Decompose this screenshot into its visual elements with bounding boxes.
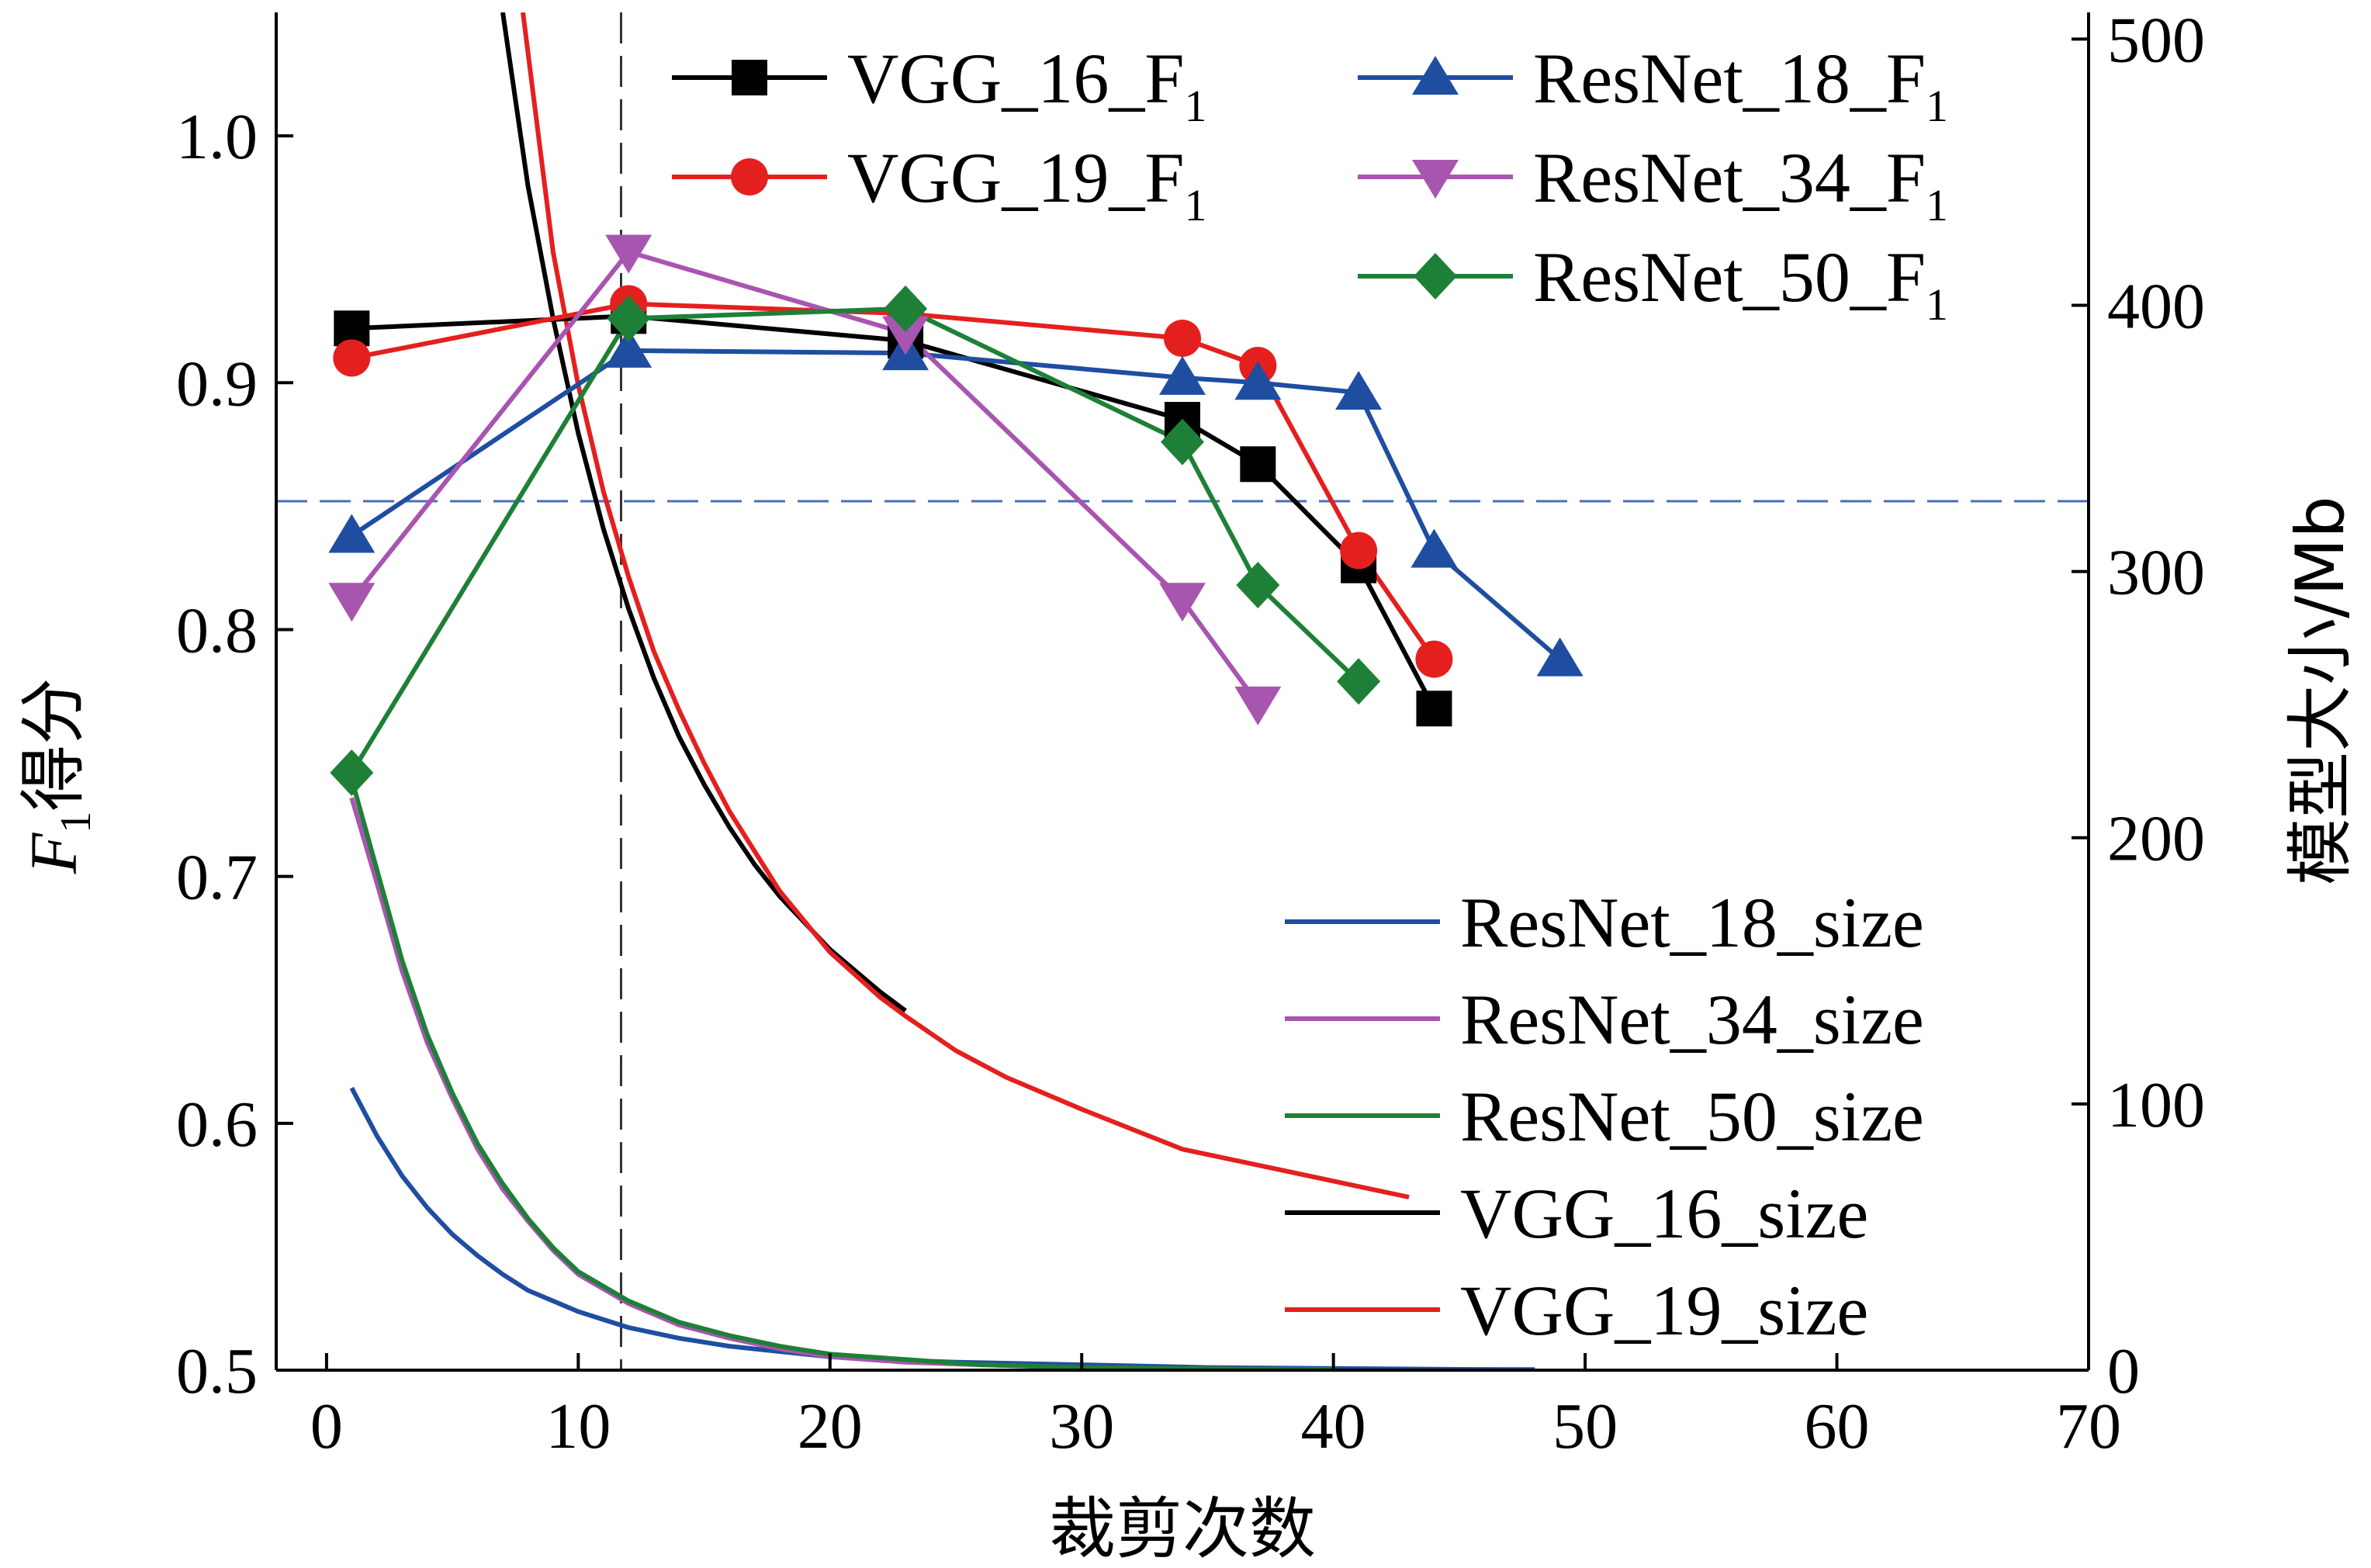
size-series-lines — [349, 12, 1535, 1370]
svg-text:F1得分: F1得分 — [15, 678, 100, 875]
x-tick-label-50: 50 — [1552, 1390, 1618, 1462]
f1-point-resnet-34-f1-0 — [328, 583, 376, 622]
f1-line-resnet-34-f1 — [349, 249, 1260, 705]
legend-label-resnet-50-size: ResNet_50_size — [1460, 1077, 1924, 1156]
f1-point-vgg-16-f1-4 — [1240, 446, 1276, 483]
f1-point-resnet-18-f1-4 — [1234, 361, 1282, 400]
size-line-vgg-19-size — [521, 12, 1410, 1199]
left-y-axis-title-rest: 得分 — [15, 678, 92, 812]
legend-marker-vgg-19-f1 — [731, 158, 768, 196]
yl-tick-label-0.9: 0.9 — [176, 348, 258, 420]
x-axis-ticks: 0 10 20 30 40 50 60 70 — [310, 1353, 2121, 1462]
yl-tick-label-1: 1.0 — [176, 101, 258, 173]
f1-point-resnet-50-f1-0 — [330, 749, 374, 796]
f1-point-vgg-19-f1-3 — [1164, 320, 1201, 357]
x-axis-title: 裁剪次数 — [1049, 1490, 1316, 1568]
f1-series-lines — [349, 249, 1562, 774]
left-y-axis-title-italic: F — [16, 832, 91, 874]
f1-point-resnet-50-f1-2 — [884, 285, 928, 332]
f1-point-resnet-50-f1-5 — [1337, 658, 1381, 705]
yl-tick-label-0.5: 0.5 — [176, 1335, 258, 1407]
f1-point-resnet-34-f1-4 — [1234, 686, 1282, 725]
f1-point-resnet-18-f1-5 — [1335, 371, 1383, 410]
size-line-resnet-50-size — [349, 778, 1334, 1370]
yl-tick-label-0.8: 0.8 — [176, 594, 258, 666]
left-y-axis-title-sub: 1 — [52, 812, 100, 833]
yr-tick-label-400: 400 — [2107, 270, 2205, 342]
f1-point-resnet-50-f1-3 — [1161, 418, 1204, 466]
legend-label-resnet-50-f1: ResNet_50_F1 — [1533, 237, 1948, 330]
f1-point-resnet-34-f1-1 — [605, 234, 652, 274]
x-tick-label-40: 40 — [1301, 1390, 1366, 1462]
legend: VGG_16_F1VGG_19_F1ResNet_18_F1ResNet_34_… — [672, 39, 1948, 1350]
yr-tick-label-0: 0 — [2107, 1335, 2140, 1407]
yr-tick-label-200: 200 — [2107, 803, 2205, 875]
legend-label-vgg-16-f1: VGG_16_F1 — [847, 39, 1206, 131]
size-line-resnet-34-size — [349, 797, 1334, 1370]
yl-tick-label-0.7: 0.7 — [176, 842, 258, 914]
f1-point-resnet-34-f1-3 — [1159, 583, 1206, 622]
legend-marker-resnet-34-f1 — [1412, 160, 1459, 199]
f1-point-resnet-18-f1-3 — [1159, 355, 1206, 395]
legend-marker-vgg-16-f1 — [732, 60, 767, 95]
f1-point-vgg-19-f1-0 — [333, 339, 371, 377]
x-tick-label-30: 30 — [1049, 1390, 1114, 1462]
f1-line-resnet-50-f1 — [349, 306, 1361, 774]
legend-marker-resnet-50-f1 — [1414, 253, 1457, 299]
left-y-axis-title: F1得分 — [15, 678, 100, 875]
yr-tick-label-100: 100 — [2107, 1069, 2205, 1141]
f1-point-vgg-19-f1-5 — [1340, 531, 1378, 569]
legend-label-resnet-34-f1: ResNet_34_F1 — [1533, 138, 1948, 230]
right-y-axis-ticks: 0 100 200 300 400 500 — [2072, 4, 2205, 1407]
f1-point-resnet-18-f1-1 — [605, 328, 652, 368]
f1-point-vgg-16-f1-6 — [1416, 691, 1452, 727]
f1-point-resnet-18-f1-0 — [328, 514, 376, 553]
legend-label-vgg-19-size: VGG_19_size — [1460, 1271, 1868, 1350]
legend-label-resnet-18-size: ResNet_18_size — [1460, 883, 1924, 962]
f1-point-resnet-34-f1-2 — [882, 316, 929, 355]
legend-label-vgg-16-size: VGG_16_size — [1460, 1174, 1868, 1253]
x-tick-label-20: 20 — [798, 1390, 863, 1462]
legend-label-vgg-19-f1: VGG_19_F1 — [847, 138, 1206, 230]
f1-point-resnet-50-f1-4 — [1236, 562, 1280, 609]
f1-point-vgg-19-f1-6 — [1415, 640, 1453, 678]
f1-point-resnet-18-f1-6 — [1410, 528, 1458, 568]
yr-tick-label-300: 300 — [2107, 537, 2205, 609]
x-tick-label-10: 10 — [545, 1390, 611, 1462]
size-line-vgg-16-size — [500, 12, 907, 1013]
legend-label-resnet-18-f1: ResNet_18_F1 — [1533, 39, 1948, 131]
yl-tick-label-0.6: 0.6 — [176, 1089, 258, 1161]
f1-line-resnet-18-f1 — [350, 348, 1562, 661]
legend-marker-resnet-18-f1 — [1412, 56, 1459, 95]
x-tick-label-60: 60 — [1805, 1390, 1870, 1462]
legend-label-resnet-34-size: ResNet_34_size — [1460, 980, 1924, 1059]
right-y-axis-title: 模型大小/Mb — [2282, 496, 2359, 885]
yr-tick-label-500: 500 — [2107, 4, 2205, 76]
left-y-axis-ticks: 0.5 0.6 0.7 0.8 0.9 1.0 — [176, 101, 293, 1407]
f1-point-resnet-18-f1-7 — [1536, 637, 1584, 677]
x-tick-label-0: 0 — [310, 1390, 343, 1462]
f1-series-markers — [328, 234, 1584, 796]
size-line-resnet-18-size — [349, 1086, 1535, 1370]
x-tick-label-70: 70 — [2056, 1390, 2121, 1462]
f1-point-resnet-50-f1-1 — [607, 295, 651, 342]
